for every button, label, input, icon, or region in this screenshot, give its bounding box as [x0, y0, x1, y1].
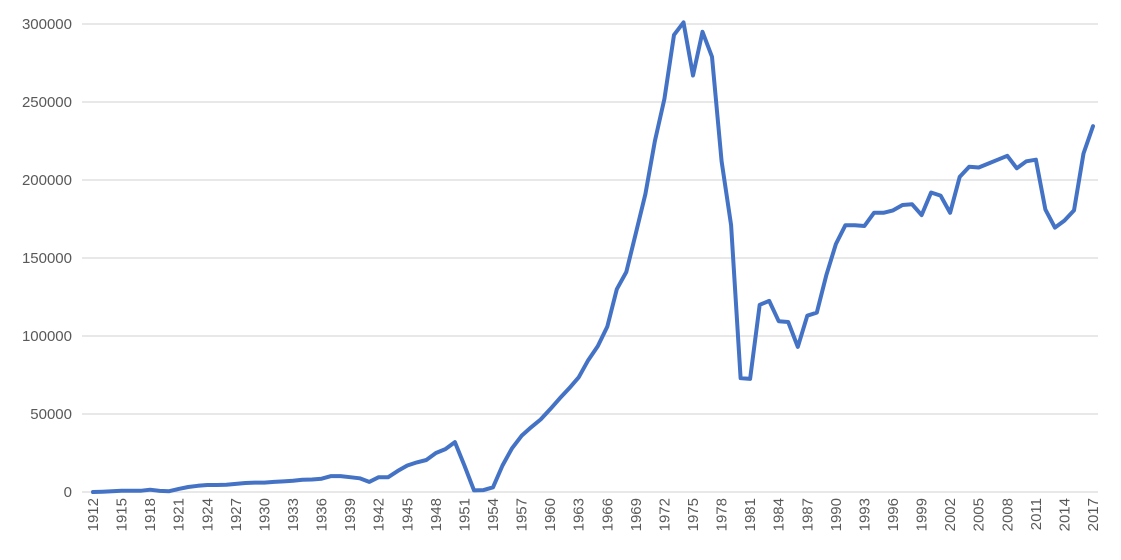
- x-tick-label: 1942: [371, 498, 388, 531]
- x-axis-labels: 1912 1915 1918 1921 1924 1927 1930 1933 1936 1939…: [85, 498, 1102, 531]
- y-tick-label: 100000: [22, 328, 72, 345]
- x-tick-label: 1984: [771, 498, 788, 531]
- x-tick-label: 1960: [542, 498, 559, 531]
- series: [93, 22, 1093, 492]
- x-tick-label: 1990: [828, 498, 845, 531]
- y-tick-label: 0: [64, 484, 72, 501]
- x-tick-label: 1957: [514, 498, 531, 531]
- x-tick-label: 1963: [571, 498, 588, 531]
- x-tick-label: 2005: [971, 498, 988, 531]
- x-tick-label: 1930: [256, 498, 273, 531]
- x-tick-label: 1966: [599, 498, 616, 531]
- x-tick-label: 2017: [1085, 498, 1102, 531]
- y-tick-label: 250000: [22, 94, 72, 111]
- x-tick-label: 2002: [942, 498, 959, 531]
- x-tick-label: 1954: [485, 498, 502, 531]
- x-tick-label: 1912: [85, 498, 102, 531]
- x-tick-label: 1924: [199, 498, 216, 531]
- series-line: [93, 22, 1093, 492]
- x-tick-label: 1933: [285, 498, 302, 531]
- x-tick-label: 2011: [1028, 498, 1045, 530]
- x-tick-label: 1999: [914, 498, 931, 531]
- x-tick-label: 1996: [885, 498, 902, 531]
- y-axis-labels: 0 50000 100000 150000 200000 250000 300000: [22, 16, 72, 501]
- y-tick-label: 150000: [22, 250, 72, 267]
- x-tick-label: 1915: [114, 498, 131, 531]
- x-tick-label: 1936: [314, 498, 331, 531]
- x-tick-label: 2008: [999, 498, 1016, 531]
- x-tick-label: 1927: [228, 498, 245, 531]
- x-tick-label: 1972: [656, 498, 673, 531]
- x-tick-label: 1921: [171, 498, 188, 531]
- x-tick-label: 1987: [799, 498, 816, 531]
- gridlines: [82, 24, 1098, 492]
- x-tick-label: 1993: [856, 498, 873, 531]
- x-tick-label: 1969: [628, 498, 645, 531]
- x-tick-label: 2014: [1056, 498, 1073, 531]
- y-tick-label: 50000: [30, 406, 72, 423]
- x-tick-label: 1945: [399, 498, 416, 531]
- x-tick-label: 1978: [714, 498, 731, 531]
- x-tick-label: 1951: [456, 498, 473, 531]
- x-tick-label: 1948: [428, 498, 445, 531]
- y-tick-label: 200000: [22, 172, 72, 189]
- x-tick-label: 1981: [742, 498, 759, 531]
- x-tick-label: 1975: [685, 498, 702, 531]
- x-tick-label: 1918: [142, 498, 159, 531]
- y-tick-label: 300000: [22, 16, 72, 33]
- x-tick-label: 1939: [342, 498, 359, 531]
